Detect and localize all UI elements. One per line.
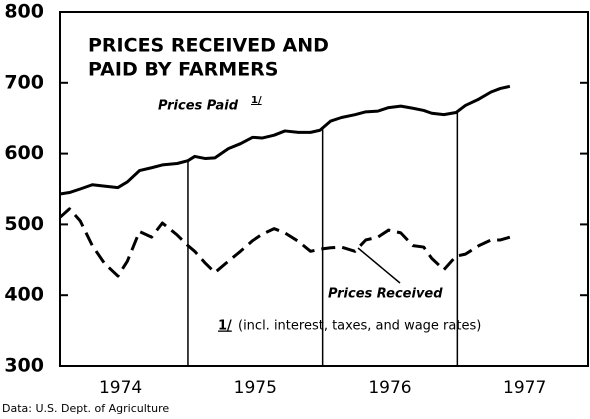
- y-tick-label: 600: [4, 142, 44, 164]
- series-label: Prices Received: [328, 287, 443, 302]
- footnote: (incl. interest, taxes, and wage rates): [238, 319, 481, 334]
- y-tick-label: 400: [4, 284, 44, 306]
- y-tick-label: 500: [4, 213, 44, 235]
- x-tick-label: 1976: [368, 378, 411, 398]
- series-label-marker: 1/: [251, 95, 262, 106]
- y-tick-label: 700: [4, 71, 44, 93]
- data-line: [59, 84, 511, 196]
- footnote-marker: 1/: [218, 319, 232, 334]
- y-tick-label: 300: [4, 355, 44, 377]
- series-label: Prices Paid: [158, 99, 239, 114]
- plot-frame: [59, 11, 589, 367]
- x-tick-label: 1977: [503, 378, 546, 398]
- chart-title: PAID BY FARMERS: [88, 59, 279, 81]
- label-leader: [357, 247, 401, 284]
- data-line: [58, 207, 511, 278]
- x-tick-label: 1975: [234, 378, 277, 398]
- chart-title: PRICES RECEIVED AND: [88, 35, 329, 57]
- x-tick-label: 1974: [99, 378, 142, 398]
- y-tick-label: 800: [4, 1, 44, 23]
- source-note: Data: U.S. Dept. of Agriculture: [2, 402, 169, 415]
